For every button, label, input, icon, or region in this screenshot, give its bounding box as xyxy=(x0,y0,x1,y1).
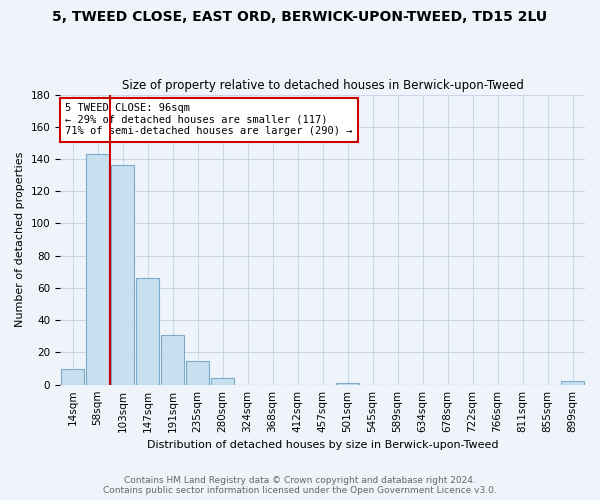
Bar xyxy=(211,378,235,384)
Text: 5 TWEED CLOSE: 96sqm
← 29% of detached houses are smaller (117)
71% of semi-deta: 5 TWEED CLOSE: 96sqm ← 29% of detached h… xyxy=(65,104,353,136)
Y-axis label: Number of detached properties: Number of detached properties xyxy=(15,152,25,328)
Bar xyxy=(61,368,85,384)
Bar xyxy=(86,154,109,384)
Title: Size of property relative to detached houses in Berwick-upon-Tweed: Size of property relative to detached ho… xyxy=(122,79,523,92)
X-axis label: Distribution of detached houses by size in Berwick-upon-Tweed: Distribution of detached houses by size … xyxy=(147,440,498,450)
Text: 5, TWEED CLOSE, EAST ORD, BERWICK-UPON-TWEED, TD15 2LU: 5, TWEED CLOSE, EAST ORD, BERWICK-UPON-T… xyxy=(52,10,548,24)
Bar xyxy=(110,166,134,384)
Text: Contains HM Land Registry data © Crown copyright and database right 2024.
Contai: Contains HM Land Registry data © Crown c… xyxy=(103,476,497,495)
Bar xyxy=(185,360,209,384)
Bar xyxy=(161,334,184,384)
Bar xyxy=(335,383,359,384)
Bar xyxy=(136,278,160,384)
Bar xyxy=(560,382,584,384)
